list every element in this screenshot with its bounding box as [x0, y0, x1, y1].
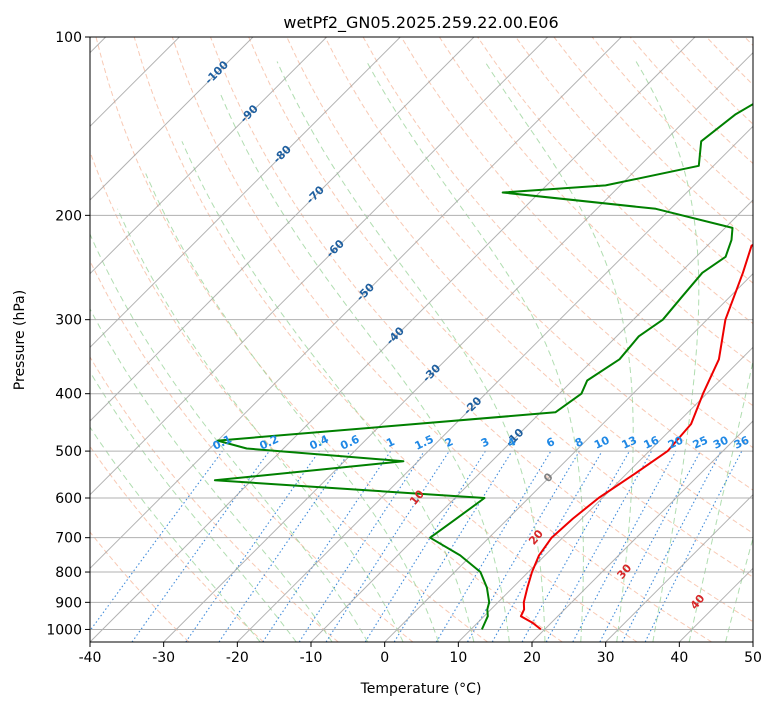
- mixing-ratio-label: 16: [642, 433, 662, 451]
- isotherm-line: [90, 37, 254, 201]
- isotherm-line: [236, 125, 753, 642]
- isotherm-line: [384, 272, 753, 642]
- dry-adiabat: [400, 37, 753, 407]
- y-tick-label: 400: [55, 387, 82, 403]
- isotherm-line: [163, 51, 753, 642]
- mixing-ratio-label: 36: [732, 433, 752, 451]
- moist-adiabat: [90, 426, 261, 642]
- plot-background: [90, 37, 753, 642]
- isotherm-line: [90, 37, 549, 496]
- dry-adiabat: [438, 37, 753, 366]
- moist-adiabat: [90, 370, 297, 642]
- x-tick-label: -40: [79, 650, 102, 666]
- chart-title: wetPf2_GN05.2025.259.22.00.E06: [283, 13, 558, 33]
- moist-adiabat: [366, 61, 584, 642]
- mixing-ratio-line: [131, 450, 270, 642]
- dry-adiabat: [95, 37, 563, 642]
- x-axis-label: Temperature (°C): [360, 681, 482, 697]
- y-tick-label: 600: [55, 491, 82, 507]
- mixing-ratio-line: [90, 450, 223, 632]
- mixing-ratio-line: [572, 450, 677, 642]
- profile-series: [213, 102, 753, 631]
- x-tick-label: -10: [300, 650, 323, 666]
- x-tick-label: 50: [744, 650, 762, 666]
- dry-adiabat: [133, 37, 638, 642]
- y-tick-label: 200: [55, 208, 82, 224]
- y-tick-label: 100: [55, 30, 82, 46]
- dry-adiabat: [210, 37, 753, 623]
- mixing-ratio-label: 20: [666, 433, 686, 451]
- isotherm-line: [90, 37, 696, 642]
- isotherm-line: [90, 37, 328, 275]
- isotherm-line: [457, 346, 753, 642]
- isotherm-line: [531, 420, 753, 642]
- mixing-ratio-line: [298, 450, 425, 642]
- x-tick-label: -30: [152, 650, 175, 666]
- mixing-ratio-label: 10: [592, 433, 612, 451]
- mixing-ratio-label: 13: [620, 434, 639, 452]
- isotherm-line: [90, 37, 401, 349]
- y-tick-label: 700: [55, 531, 82, 547]
- y-tick-label: 800: [55, 565, 82, 581]
- moist-adiabat: [117, 208, 404, 642]
- mixing-ratio-line: [393, 450, 513, 642]
- moist-adiabat: [90, 233, 369, 642]
- moist-adiabat: [90, 308, 333, 642]
- x-tick-label: -20: [226, 650, 249, 666]
- dry-adiabat: [171, 37, 712, 642]
- isotherm-line: [310, 199, 753, 642]
- x-tick-label: 20: [523, 650, 541, 666]
- mixing-ratio-label: 25: [691, 434, 710, 452]
- dry-adiabat: [90, 356, 339, 642]
- dry-adiabat: [324, 37, 753, 491]
- axes: -40 -30 -20 -10 0 10 20 30 40 50 100 200 300 400 500 60…: [46, 30, 762, 666]
- mixing-ratio-line: [325, 450, 450, 642]
- mixing-ratio-label: 30: [711, 433, 731, 451]
- mixing-ratio-line: [545, 450, 653, 642]
- dry-adiabat: [515, 37, 753, 284]
- x-tick-label: 0: [380, 650, 389, 666]
- moist-adiabat: [484, 61, 634, 642]
- y-axis-label: Pressure (hPa): [12, 290, 28, 390]
- isotherm-line: [90, 37, 622, 570]
- y-tick-label: 300: [55, 313, 82, 329]
- moist-adiabat: [688, 358, 753, 642]
- dry-adiabat: [90, 150, 488, 642]
- y-tick-label: 500: [55, 444, 82, 460]
- isotherm-line: [605, 493, 753, 642]
- plot-frame: [89, 36, 754, 643]
- mixing-ratio-line: [644, 450, 743, 642]
- x-tick-label: 10: [449, 650, 467, 666]
- dry-adiabat: [90, 531, 190, 642]
- dry-adiabat: [248, 37, 753, 578]
- y-tick-label: 900: [55, 595, 82, 611]
- moist-adiabat: [276, 61, 546, 642]
- temperature-line: [519, 243, 753, 631]
- moist-adiabat: [725, 536, 753, 642]
- x-tick-label: 30: [597, 650, 615, 666]
- moist-adiabat: [220, 94, 510, 642]
- mixing-ratio-line: [262, 450, 392, 642]
- mixing-ratio-line: [185, 450, 320, 642]
- isotherm-line: [90, 37, 475, 422]
- y-tick-label: 1000: [46, 622, 82, 638]
- mixing-ratio-line: [218, 450, 351, 642]
- background-lines: [90, 37, 753, 642]
- x-tick-label: 40: [670, 650, 688, 666]
- dry-adiabat: [90, 445, 264, 642]
- dewpoint-line: [213, 102, 753, 630]
- isotherm-line: [752, 641, 753, 642]
